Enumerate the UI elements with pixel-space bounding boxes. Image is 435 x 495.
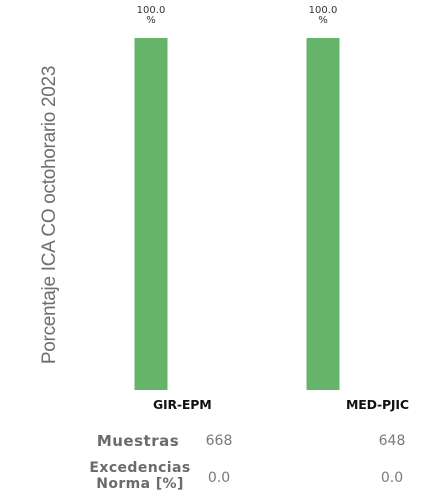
category-label-med-pjic: MED-PJIC — [346, 397, 409, 412]
cell-muestras-gir-epm: 668 — [205, 433, 233, 449]
category-label-gir-epm: GIR-EPM — [153, 397, 212, 412]
cell-muestras-med-pjic: 648 — [378, 433, 406, 449]
cell-excedencias-gir-epm: 0.0 — [207, 470, 231, 486]
bar-med-pjic — [306, 38, 340, 390]
y-axis-label: Porcentaje ICA CO octohorario 2023 — [39, 65, 60, 365]
value-label-gir-epm: 100.0% — [137, 5, 166, 26]
value-label-med-pjic: 100.0% — [309, 5, 338, 26]
bar-gir-epm — [134, 38, 168, 390]
row-label-excedencias: Excedencias Norma [%] — [89, 460, 191, 492]
row-label-muestras: Muestras — [96, 432, 180, 450]
cell-excedencias-med-pjic: 0.0 — [380, 470, 404, 486]
